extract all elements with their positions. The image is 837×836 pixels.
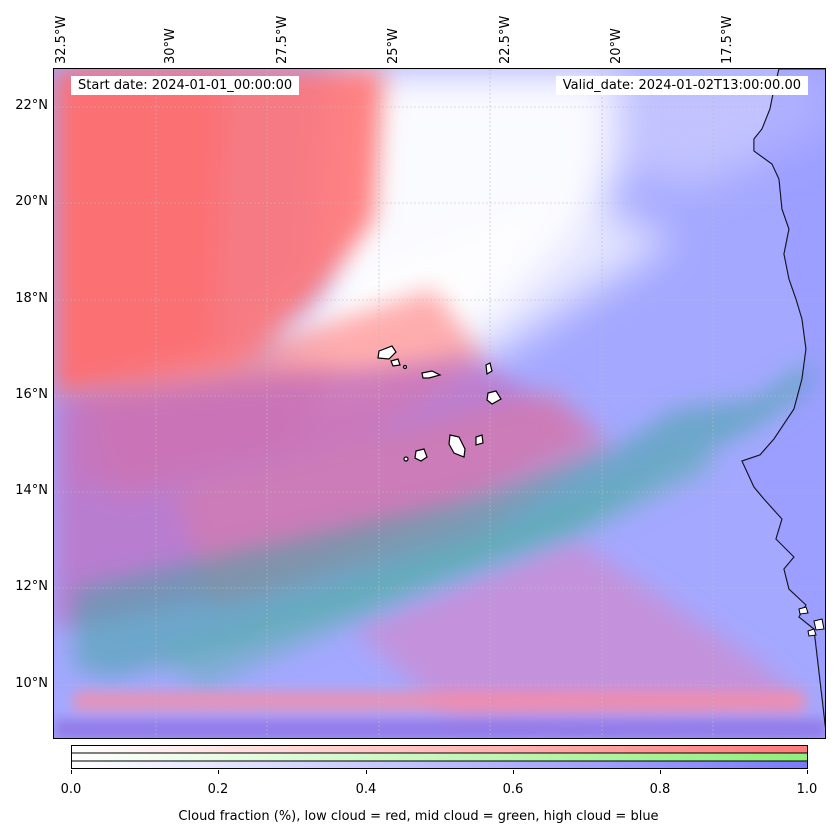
island-santo-antao bbox=[377, 345, 397, 360]
island-sao-nicolau bbox=[421, 370, 442, 379]
cb-tickmark-4 bbox=[660, 770, 661, 774]
cb-tick-label-0-6: 0.6 bbox=[502, 782, 524, 797]
lon-label-20w: 20°W bbox=[609, 28, 624, 64]
cb-tick-label-0-8: 0.8 bbox=[649, 782, 671, 797]
island-fogo bbox=[414, 448, 428, 462]
cloud-fraction-map bbox=[53, 68, 826, 739]
cb-tickmark-1 bbox=[218, 770, 219, 774]
valid-date-label: Valid_date: 2024-01-02T13:00:00.00 bbox=[555, 76, 808, 95]
bottom-low-cloud-stripe bbox=[54, 691, 825, 738]
lon-label-32-5w: 32.5°W bbox=[54, 15, 69, 64]
start-date-label: Start date: 2024-01-01_00:00:00 bbox=[71, 76, 300, 95]
colorbar-low-cloud bbox=[71, 745, 808, 754]
bissagos-islands bbox=[798, 606, 825, 637]
africa-land-fill bbox=[742, 69, 825, 723]
africa-coastline bbox=[741, 69, 825, 729]
map-canvas bbox=[54, 69, 825, 738]
lat-label-20n: 20°N bbox=[15, 194, 48, 209]
cb-tickmark-3 bbox=[513, 770, 514, 774]
lon-label-22-5w: 22.5°W bbox=[498, 15, 513, 64]
island-boa-vista bbox=[486, 390, 502, 405]
cb-tick-label-0-2: 0.2 bbox=[207, 782, 229, 797]
colorbar-label: Cloud fraction (%), low cloud = red, mid… bbox=[178, 809, 659, 824]
colorbar-mid-cloud bbox=[71, 752, 808, 762]
cb-tick-label-1-0: 1.0 bbox=[796, 782, 818, 797]
island-maio bbox=[475, 434, 484, 446]
colorbar-high-cloud bbox=[71, 760, 808, 769]
lon-label-27-5w: 27.5°W bbox=[275, 15, 290, 64]
island-santa-luzia bbox=[402, 364, 408, 370]
cb-tickmark-0 bbox=[71, 770, 72, 774]
mixed-cloud-region bbox=[54, 359, 814, 719]
lat-label-16n: 16°N bbox=[15, 387, 48, 402]
cb-tick-label-0-0: 0.0 bbox=[60, 782, 82, 797]
island-sao-vicente bbox=[390, 358, 401, 367]
lon-label-25w: 25°W bbox=[386, 28, 401, 64]
colorbar bbox=[71, 745, 808, 769]
island-santiago bbox=[448, 434, 466, 458]
lat-label-18n: 18°N bbox=[15, 291, 48, 306]
cb-tick-label-0-4: 0.4 bbox=[355, 782, 377, 797]
cb-tickmark-2 bbox=[366, 770, 367, 774]
mid-cloud-band bbox=[74, 359, 814, 689]
graticule bbox=[54, 69, 825, 738]
lon-label-30w: 30°W bbox=[163, 28, 178, 64]
lat-label-10n: 10°N bbox=[15, 676, 48, 691]
lon-label-17-5w: 17.5°W bbox=[720, 15, 735, 64]
island-sal bbox=[485, 362, 493, 375]
island-brava bbox=[403, 456, 409, 462]
lat-label-12n: 12°N bbox=[15, 579, 48, 594]
cb-tickmark-5 bbox=[807, 770, 808, 774]
cape-verde-islands bbox=[377, 345, 502, 462]
lat-label-22n: 22°N bbox=[15, 98, 48, 113]
lat-label-14n: 14°N bbox=[15, 483, 48, 498]
